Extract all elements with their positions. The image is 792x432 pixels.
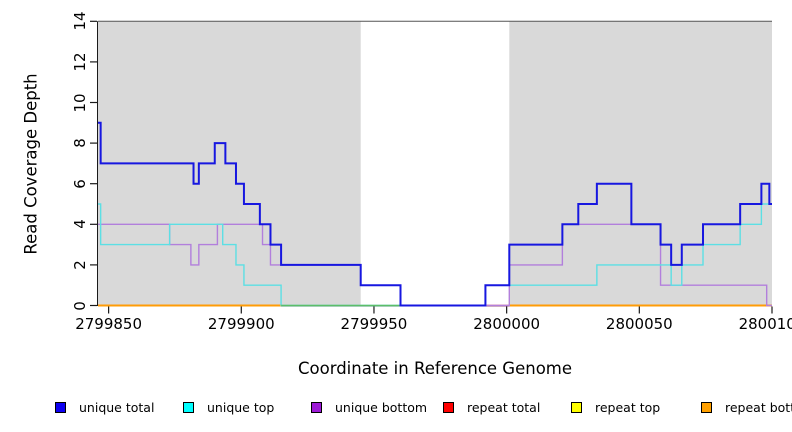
legend-swatch: [701, 401, 712, 413]
x-axis-label: Coordinate in Reference Genome: [297, 359, 573, 378]
legend-swatch: [183, 401, 194, 413]
series-line-unique-total: [98, 121, 772, 307]
y-tick-label: 14: [71, 11, 89, 31]
x-tick-label: 2799950: [340, 315, 408, 333]
y-tick-label: 4: [71, 219, 89, 230]
y-tick-label: 8: [71, 138, 89, 148]
legend-swatch: [443, 401, 454, 413]
legend-item-repeat-bottom: repeat bottom: [701, 398, 792, 416]
legend-item-repeat-total: repeat total: [443, 398, 540, 416]
legend-label: unique top: [207, 399, 275, 415]
legend-item-unique-total: unique total: [55, 398, 154, 416]
legend-label: repeat top: [595, 399, 661, 415]
legend-item-unique-top: unique top: [183, 398, 274, 416]
legend-label: unique bottom: [335, 399, 428, 415]
y-tick-label: 12: [71, 52, 89, 72]
legend-label: repeat bottom: [725, 399, 792, 415]
y-axis-label: Read Coverage Depth: [21, 73, 41, 255]
y-tick-label: 0: [71, 300, 89, 311]
y-tick-label: 10: [71, 92, 89, 113]
legend-item-unique-bottom: unique bottom: [311, 398, 427, 416]
y-tick-label: 2: [71, 260, 89, 270]
x-tick-label: 2799900: [207, 315, 275, 333]
x-tick-label: 2799850: [75, 315, 143, 333]
legend-swatch: [55, 401, 66, 413]
legend-label: unique total: [79, 399, 155, 415]
legend-label: repeat total: [467, 399, 541, 415]
shaded-region: [509, 21, 772, 306]
legend-swatch: [571, 401, 582, 413]
y-tick-label: 6: [71, 178, 89, 189]
x-tick-label: 2800050: [605, 315, 673, 333]
legend-item-repeat-top: repeat top: [571, 398, 660, 416]
legend-swatch: [311, 401, 322, 413]
x-tick-label: 2800000: [473, 315, 541, 333]
